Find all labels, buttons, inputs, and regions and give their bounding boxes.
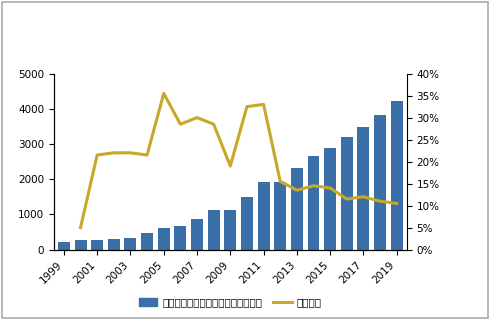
- Bar: [158, 228, 170, 250]
- Text: 1999-2019年调味品行业收入（亿元）: 1999-2019年调味品行业收入（亿元）: [135, 17, 355, 35]
- Bar: [308, 156, 319, 250]
- Bar: [258, 182, 270, 250]
- Bar: [291, 168, 303, 250]
- Legend: 调味品及发酵制品行业收入（亿元）, 收入增速: 调味品及发酵制品行业收入（亿元）, 收入增速: [134, 293, 326, 312]
- Bar: [224, 210, 236, 250]
- Bar: [208, 210, 220, 250]
- Bar: [374, 115, 386, 250]
- Bar: [391, 101, 403, 250]
- Bar: [274, 182, 286, 250]
- Bar: [141, 233, 153, 250]
- Bar: [191, 219, 203, 250]
- Bar: [174, 226, 186, 250]
- Bar: [341, 137, 353, 250]
- Bar: [124, 238, 136, 250]
- Bar: [108, 239, 120, 250]
- Bar: [74, 240, 87, 250]
- Bar: [324, 148, 336, 250]
- Bar: [91, 240, 103, 250]
- Bar: [357, 127, 369, 250]
- Bar: [241, 197, 253, 250]
- Bar: [58, 242, 70, 250]
